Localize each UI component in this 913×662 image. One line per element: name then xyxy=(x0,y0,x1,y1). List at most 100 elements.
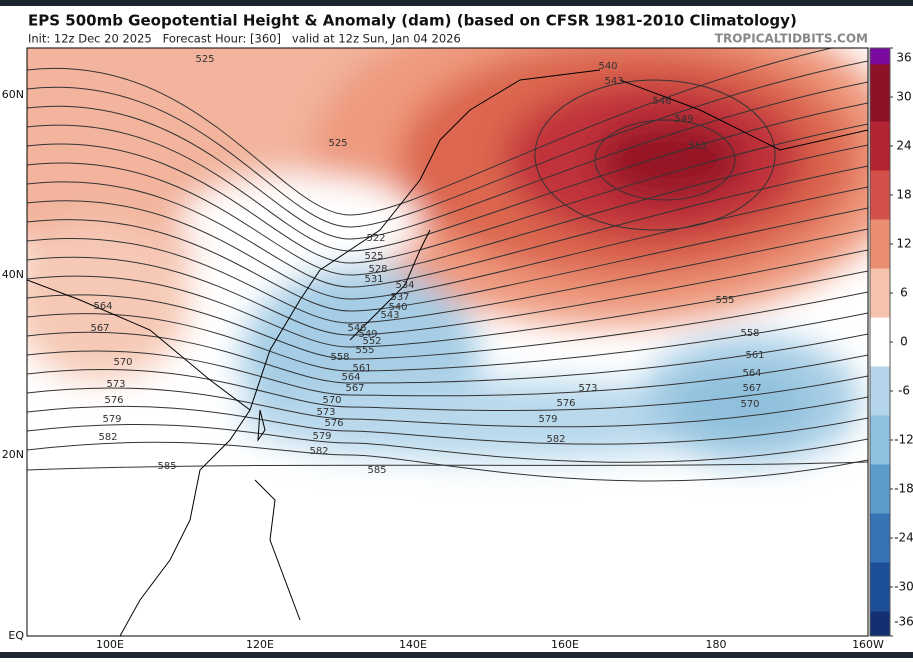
map-frame xyxy=(26,47,869,637)
contour-label: 522 xyxy=(366,233,385,244)
colorbar-tick-label: -24 xyxy=(894,531,913,545)
colorbar-tick-label: -30 xyxy=(894,580,913,594)
colorbar-segment xyxy=(870,219,890,269)
colorbar-tick-label: -12 xyxy=(894,433,913,447)
contour-label: 540 xyxy=(598,61,617,72)
contour-label: 567 xyxy=(345,383,364,394)
contour-line xyxy=(27,331,868,384)
colorbar-tick-label: 36 xyxy=(896,51,911,65)
contour-label: 564 xyxy=(93,301,112,312)
contour-line xyxy=(27,48,834,216)
contour-label: 570 xyxy=(322,395,341,406)
colorbar-tick-label: 18 xyxy=(896,188,911,202)
contour-label: 543 xyxy=(604,76,623,87)
contour-line xyxy=(27,81,868,240)
contour-line xyxy=(27,228,868,324)
contour-label: 528 xyxy=(368,264,387,275)
contour-line xyxy=(27,207,868,312)
colorbar: 36 30 24 18 12 6 0 -6 -12 -18 -24 -30 -36 xyxy=(869,47,913,637)
map xyxy=(27,48,868,636)
contour-label: 576 xyxy=(556,398,575,409)
contour-line xyxy=(27,60,868,228)
contour-label: 549 xyxy=(358,329,377,340)
colorbar-tick-label: -18 xyxy=(894,482,913,496)
colorbar-segment xyxy=(870,170,890,220)
contour-label: 573 xyxy=(316,407,335,418)
contour-line xyxy=(27,102,868,252)
subtitle: Init: 12z Dec 20 2025 Forecast Hour: [36… xyxy=(28,32,461,46)
contour-label: 561 xyxy=(352,363,371,374)
contour-line xyxy=(27,350,868,397)
colorbar-segment xyxy=(870,513,890,563)
colorbar-segment xyxy=(870,48,890,65)
contour-label: 579 xyxy=(538,414,557,425)
latitude-label: EQ xyxy=(8,629,24,642)
longitude-label: 140E xyxy=(399,638,427,651)
contour-label: 570 xyxy=(113,357,132,368)
longitude-label: 160W xyxy=(852,638,884,651)
contour-label: 552 xyxy=(688,141,707,152)
colorbar-segment xyxy=(870,366,890,416)
latitude-label: 60N xyxy=(2,88,24,101)
contour-label: 525 xyxy=(364,251,383,262)
contour-line xyxy=(27,123,868,264)
colorbar-segment xyxy=(870,415,890,465)
contour-label: 582 xyxy=(98,432,117,443)
longitude-label: 160E xyxy=(551,638,579,651)
title: EPS 500mb Geopotential Height & Anomaly … xyxy=(28,12,797,30)
contour-line xyxy=(27,461,868,471)
colorbar-tick-label: 12 xyxy=(896,237,911,251)
contour-label: 558 xyxy=(740,328,759,339)
contour-line xyxy=(27,423,868,463)
colorbar-segment xyxy=(870,121,890,171)
contour-label: 576 xyxy=(324,418,343,429)
contour-labels: 5255405435465495525255225255285315345375… xyxy=(90,54,764,476)
contour-label: 546 xyxy=(652,96,671,107)
contour-label: 582 xyxy=(309,446,328,457)
contour-label: 585 xyxy=(157,461,176,472)
contour-label: 543 xyxy=(380,310,399,321)
latitude-label: 20N xyxy=(2,448,24,461)
contour-label: 567 xyxy=(742,383,761,394)
contour-line xyxy=(27,291,868,360)
colorbar-segment xyxy=(870,611,890,637)
colorbar-segment xyxy=(870,268,890,318)
contours xyxy=(27,48,868,482)
colorbar-tick-label: 30 xyxy=(896,90,911,104)
longitude-label: 120E xyxy=(246,638,274,651)
coastlines xyxy=(27,69,868,636)
contour-label: 576 xyxy=(104,395,123,406)
contour-label: 525 xyxy=(195,54,214,65)
contour-label: 558 xyxy=(330,352,349,363)
contour-label: 582 xyxy=(546,434,565,445)
colorbar-tick-label: -6 xyxy=(898,384,910,398)
longitude-label: 180 xyxy=(706,638,727,651)
contour-label: 534 xyxy=(395,280,414,291)
colorbar-tick-label: 0 xyxy=(900,335,908,349)
contour-label: 585 xyxy=(367,465,386,476)
axes: 60N 40N 20N EQ 100E 120E 140E 160E 180 160W xyxy=(2,88,884,651)
contour-line xyxy=(27,312,868,372)
bottom-bar xyxy=(0,652,913,658)
colorbar-segment xyxy=(870,64,890,122)
contour-label: 573 xyxy=(106,379,125,390)
top-bar xyxy=(0,0,913,6)
contour-label: 555 xyxy=(715,295,734,306)
contour-line xyxy=(534,79,776,231)
source: TROPICALTIDBITS.COM xyxy=(715,32,868,46)
contour-line xyxy=(27,165,868,288)
contour-label: 531 xyxy=(364,274,383,285)
contour-label: 537 xyxy=(390,292,409,303)
colorbar-segment xyxy=(870,342,890,367)
contour-line xyxy=(594,119,736,201)
contour-line xyxy=(27,368,868,412)
colorbar-segment xyxy=(870,562,890,612)
contour-label: 567 xyxy=(90,323,109,334)
contour-label: 525 xyxy=(328,138,347,149)
contour-label: 564 xyxy=(341,372,360,383)
contour-label: 552 xyxy=(362,336,381,347)
contour-line xyxy=(27,405,868,445)
colorbar-tick-label: 6 xyxy=(900,286,908,300)
colorbar-tick-label: -36 xyxy=(894,615,913,629)
